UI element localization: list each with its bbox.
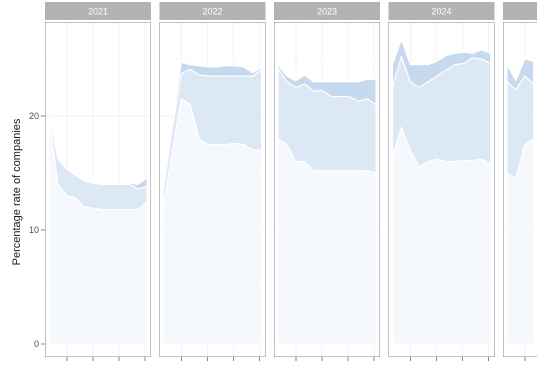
- facet-strip-label: 2022: [202, 7, 222, 17]
- facet-strip-label: 2023: [317, 7, 337, 17]
- facet-strip-label: 2024: [431, 7, 451, 17]
- facet-strip: [388, 2, 495, 20]
- y-tick-label: 10: [29, 225, 39, 235]
- y-tick-label: 0: [34, 339, 39, 349]
- area-series-1-2025: [506, 138, 535, 345]
- facet-panel-2025: 2025: [503, 2, 537, 361]
- facet-strip: [274, 2, 380, 20]
- facet-strip: [45, 2, 151, 20]
- area-series-1-2022: [162, 98, 263, 345]
- area-series-1-2023: [277, 138, 377, 345]
- y-axis-title: Percentage rate of companies: [11, 118, 23, 265]
- facet-strip: [159, 2, 266, 20]
- facet-panels: 2021 2022 2023 2024 2025: [45, 2, 537, 361]
- y-axis: 0 10 20: [29, 111, 45, 349]
- facet-panel-2021: 2021: [45, 2, 151, 361]
- facet-strip: [503, 2, 537, 20]
- facet-panel-2023: 2023: [274, 2, 380, 361]
- y-tick-label: 20: [29, 111, 39, 121]
- facet-panel-2022: 2022: [159, 2, 266, 361]
- facet-strip-label: 2021: [88, 7, 108, 17]
- facet-panel-2024: 2024: [388, 2, 495, 361]
- area-series-1-2024: [391, 126, 492, 345]
- area-series-1-2021: [48, 115, 148, 345]
